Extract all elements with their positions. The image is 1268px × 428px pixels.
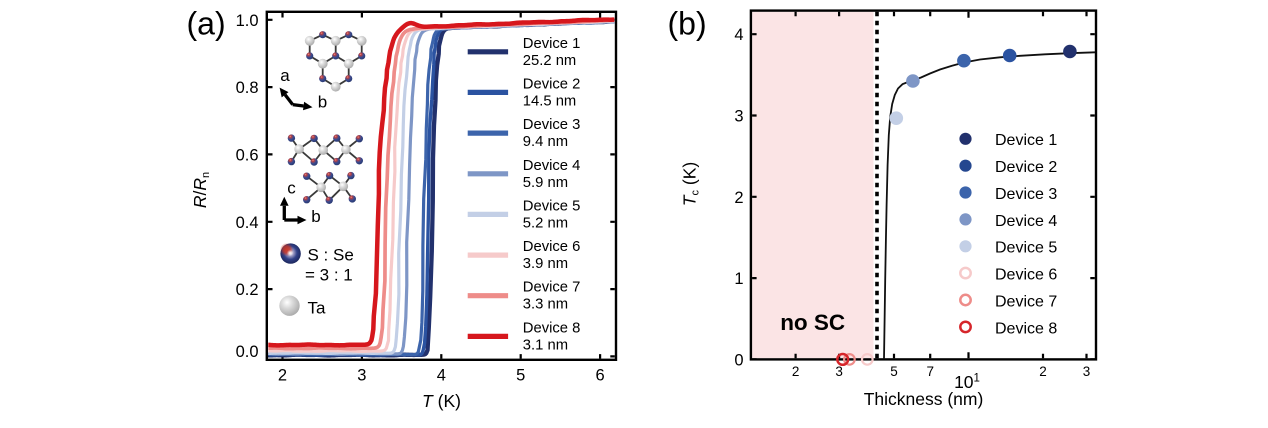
svg-text:Device 5: Device 5	[523, 198, 581, 214]
svg-text:Device 8: Device 8	[995, 320, 1057, 337]
svg-text:T (K): T (K)	[422, 391, 461, 411]
svg-text:3.1 nm: 3.1 nm	[523, 337, 568, 353]
svg-text:4: 4	[437, 366, 446, 384]
svg-text:9.4 nm: 9.4 nm	[523, 134, 568, 150]
svg-text:25.2 nm: 25.2 nm	[523, 53, 576, 69]
svg-text:5.9 nm: 5.9 nm	[523, 175, 568, 191]
svg-text:0.0: 0.0	[236, 343, 259, 361]
svg-text:c: c	[287, 179, 296, 198]
svg-text:Device 6: Device 6	[995, 267, 1057, 284]
svg-text:3.9 nm: 3.9 nm	[523, 256, 568, 272]
svg-text:4: 4	[734, 26, 743, 44]
svg-text:Device 7: Device 7	[523, 280, 581, 296]
svg-text:5: 5	[890, 364, 898, 379]
svg-text:3: 3	[357, 366, 366, 384]
svg-text:= 3 : 1: = 3 : 1	[305, 266, 353, 285]
svg-text:2: 2	[792, 364, 800, 379]
svg-text:Device 5: Device 5	[995, 240, 1057, 257]
svg-text:Device 4: Device 4	[995, 213, 1057, 230]
svg-text:Device 3: Device 3	[523, 117, 581, 133]
svg-text:no SC: no SC	[780, 310, 845, 335]
svg-text:Device 4: Device 4	[523, 158, 581, 174]
svg-text:3.3 nm: 3.3 nm	[523, 297, 568, 313]
svg-text:Device 8: Device 8	[523, 320, 581, 336]
svg-text:Tc (K): Tc (K)	[680, 162, 702, 206]
svg-text:101: 101	[954, 372, 980, 392]
svg-text:2: 2	[1039, 364, 1047, 379]
svg-text:Device 3: Device 3	[995, 186, 1057, 203]
svg-text:Thickness (nm): Thickness (nm)	[864, 389, 984, 409]
svg-text:0: 0	[734, 351, 743, 369]
svg-text:2: 2	[278, 366, 287, 384]
svg-text:b: b	[318, 93, 327, 112]
svg-text:(b): (b)	[668, 6, 707, 42]
svg-text:0.6: 0.6	[236, 146, 259, 164]
svg-text:Device 6: Device 6	[523, 239, 581, 255]
svg-text:Device 1: Device 1	[995, 132, 1057, 149]
svg-text:b: b	[311, 207, 320, 226]
svg-text:0.8: 0.8	[236, 79, 259, 97]
svg-text:3: 3	[835, 364, 843, 379]
svg-text:Device 2: Device 2	[523, 76, 581, 92]
svg-text:14.5 nm: 14.5 nm	[523, 93, 576, 109]
svg-text:Ta: Ta	[308, 299, 327, 318]
svg-text:0.4: 0.4	[236, 214, 259, 232]
svg-text:3: 3	[1083, 364, 1091, 379]
svg-text:Device 7: Device 7	[995, 293, 1057, 310]
svg-text:5: 5	[516, 366, 525, 384]
svg-text:2: 2	[734, 189, 743, 207]
svg-text:(a): (a)	[187, 6, 226, 42]
svg-text:3: 3	[734, 108, 743, 126]
svg-text:a: a	[280, 66, 290, 85]
svg-text:0.2: 0.2	[236, 281, 259, 299]
svg-text:1: 1	[734, 270, 743, 288]
svg-text:6: 6	[596, 366, 605, 384]
svg-text:5.2 nm: 5.2 nm	[523, 215, 568, 231]
svg-text:R/Rn: R/Rn	[190, 172, 212, 208]
svg-text:S : Se: S : Se	[308, 246, 354, 265]
svg-text:Device 2: Device 2	[995, 159, 1057, 176]
svg-text:7: 7	[926, 364, 934, 379]
svg-text:1.0: 1.0	[236, 12, 259, 30]
svg-text:Device 1: Device 1	[523, 36, 581, 52]
